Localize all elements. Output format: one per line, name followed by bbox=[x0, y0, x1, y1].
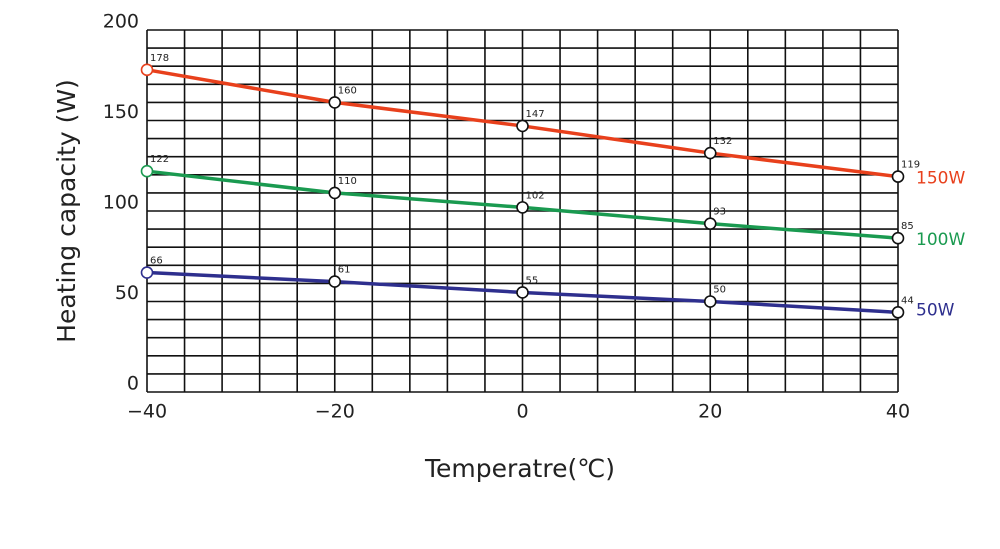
data-label: 85 bbox=[901, 221, 914, 232]
data-label: 66 bbox=[150, 256, 163, 267]
y-tick-label: 200 bbox=[103, 11, 139, 33]
x-axis-label: Temperatre(℃) bbox=[424, 454, 615, 483]
x-tick-label: 40 bbox=[886, 401, 910, 423]
data-label: 160 bbox=[338, 85, 357, 96]
data-point bbox=[891, 170, 905, 183]
data-point bbox=[328, 275, 342, 288]
data-point bbox=[328, 96, 342, 109]
legend-label: 100W bbox=[916, 230, 965, 250]
data-label: 102 bbox=[526, 190, 545, 201]
data-point bbox=[516, 119, 529, 133]
data-label: 122 bbox=[150, 154, 169, 165]
data-label: 132 bbox=[713, 136, 732, 147]
legend-label: 150W bbox=[916, 169, 965, 189]
y-tick-label: 150 bbox=[103, 101, 139, 123]
y-tick-label: 50 bbox=[115, 282, 139, 304]
data-label: 147 bbox=[526, 109, 545, 120]
data-point bbox=[140, 164, 154, 178]
data-label: 50 bbox=[713, 285, 726, 296]
data-point bbox=[328, 186, 342, 200]
y-axis-label: Heating capacity (W) bbox=[52, 79, 81, 343]
y-tick-label: 0 bbox=[127, 373, 139, 395]
x-tick-label: −40 bbox=[127, 401, 167, 423]
data-label: 55 bbox=[526, 275, 539, 286]
legend-label: 50W bbox=[916, 300, 955, 320]
data-label: 93 bbox=[713, 207, 726, 218]
data-point bbox=[891, 306, 905, 319]
data-point bbox=[703, 295, 717, 308]
data-point bbox=[516, 286, 529, 299]
x-tick-label: 20 bbox=[698, 401, 722, 423]
data-point bbox=[140, 63, 154, 77]
data-point bbox=[891, 231, 905, 245]
data-label: 119 bbox=[901, 160, 920, 171]
data-label: 110 bbox=[338, 176, 357, 187]
x-tick-label: 0 bbox=[516, 401, 528, 423]
data-point bbox=[140, 266, 154, 279]
data-label: 44 bbox=[901, 295, 914, 306]
data-label: 61 bbox=[338, 265, 351, 276]
x-tick-label: −20 bbox=[315, 401, 355, 423]
y-tick-label: 100 bbox=[103, 192, 139, 214]
data-label: 178 bbox=[150, 53, 169, 64]
data-point bbox=[516, 201, 529, 214]
data-point bbox=[703, 146, 717, 160]
data-point bbox=[703, 217, 717, 230]
